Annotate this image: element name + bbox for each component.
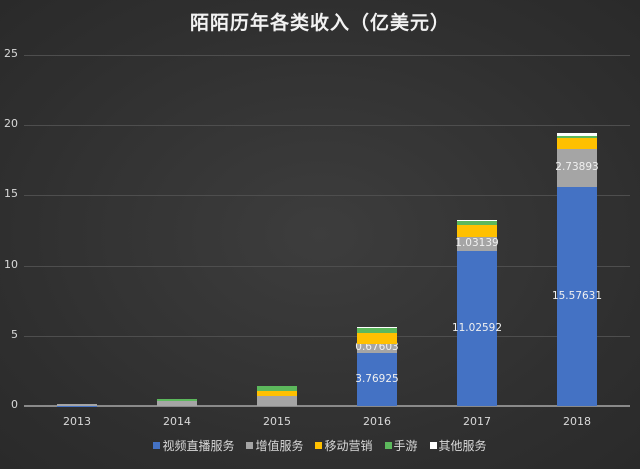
bar-2018[interactable]: 15.57631 2.73893 bbox=[552, 0, 602, 469]
bar-2016[interactable]: 3.76925 0.67603 bbox=[355, 0, 399, 469]
legend-swatch-icon bbox=[315, 442, 323, 449]
y-tick-label: 20 bbox=[4, 117, 18, 130]
legend-swatch-icon bbox=[153, 442, 161, 449]
gridline bbox=[24, 54, 630, 56]
y-tick-label: 10 bbox=[4, 257, 18, 271]
x-tick-label: 2016 bbox=[363, 415, 391, 428]
legend: 视频直播服务 增值服务 移动营销 手游 其他服务 bbox=[0, 437, 640, 454]
legend-swatch-icon bbox=[246, 442, 254, 449]
legend-swatch-icon bbox=[429, 442, 437, 449]
bar-2015[interactable] bbox=[257, 0, 297, 469]
x-tick-label: 2017 bbox=[463, 415, 491, 428]
gridline bbox=[24, 265, 630, 267]
bar-segment[interactable] bbox=[557, 187, 597, 406]
bar-segment[interactable] bbox=[357, 343, 397, 354]
legend-label: 增值服务 bbox=[255, 439, 304, 453]
bar-segment[interactable] bbox=[457, 236, 497, 252]
legend-item[interactable]: 其他服务 bbox=[429, 437, 487, 454]
bar-segment[interactable] bbox=[257, 391, 297, 397]
bar-segment[interactable] bbox=[457, 225, 497, 237]
legend-item[interactable]: 增值服务 bbox=[246, 437, 303, 454]
bar-segment[interactable] bbox=[357, 327, 397, 329]
gridline bbox=[24, 125, 630, 126]
bar-segment[interactable] bbox=[257, 396, 297, 406]
bar-segment[interactable] bbox=[557, 138, 597, 149]
chart-title: 陌陌历年各类收入（亿美元） bbox=[189, 12, 450, 34]
bar-segment[interactable] bbox=[57, 404, 97, 406]
y-tick-label: 25 bbox=[4, 46, 18, 60]
bar-segment[interactable] bbox=[557, 132, 597, 136]
legend-item[interactable]: 移动营销 bbox=[315, 437, 373, 454]
bar-segment[interactable] bbox=[457, 251, 497, 406]
legend-item[interactable]: 手游 bbox=[384, 437, 418, 454]
data-label: 0.67603 bbox=[355, 341, 399, 354]
data-label: 15.57631 bbox=[551, 289, 603, 302]
bar-2014[interactable] bbox=[157, 0, 197, 469]
bar-segment[interactable] bbox=[457, 221, 497, 226]
legend-swatch-icon bbox=[384, 442, 392, 449]
bar-segment[interactable] bbox=[557, 136, 597, 139]
bar-segment[interactable] bbox=[257, 386, 297, 392]
x-axis-line bbox=[24, 405, 630, 407]
bar-2013[interactable] bbox=[57, 0, 97, 469]
legend-label: 其他服务 bbox=[438, 439, 487, 453]
bar-segment[interactable] bbox=[557, 148, 597, 188]
bar-segment[interactable] bbox=[157, 399, 197, 402]
x-tick-label: 2014 bbox=[163, 415, 191, 428]
bar-segment[interactable] bbox=[57, 405, 97, 407]
y-tick-label: 5 bbox=[11, 327, 18, 341]
y-tick-label: 0 bbox=[11, 398, 18, 411]
data-label: 11.02592 bbox=[451, 321, 503, 334]
legend-label: 手游 bbox=[393, 439, 418, 453]
data-label: 3.76925 bbox=[355, 372, 399, 385]
x-tick-label: 2015 bbox=[263, 415, 291, 428]
data-label: 1.03139 bbox=[455, 236, 499, 249]
legend-label: 视频直播服务 bbox=[162, 439, 235, 453]
bar-2017[interactable]: 11.02592 1.03139 bbox=[452, 0, 502, 469]
x-tick-label: 2018 bbox=[563, 415, 591, 428]
bar-segment[interactable] bbox=[457, 220, 497, 222]
gridline bbox=[24, 195, 630, 197]
bar-segment[interactable] bbox=[357, 333, 397, 344]
y-tick-label: 15 bbox=[4, 187, 18, 201]
bar-segment[interactable] bbox=[357, 353, 397, 406]
bar-segment[interactable] bbox=[357, 327, 397, 333]
legend-label: 移动营销 bbox=[324, 439, 373, 453]
data-label: 2.73893 bbox=[555, 160, 599, 173]
bar-segment[interactable] bbox=[157, 401, 197, 406]
x-tick-label: 2013 bbox=[63, 415, 91, 428]
gridline bbox=[24, 335, 630, 337]
legend-item[interactable]: 视频直播服务 bbox=[153, 437, 234, 454]
